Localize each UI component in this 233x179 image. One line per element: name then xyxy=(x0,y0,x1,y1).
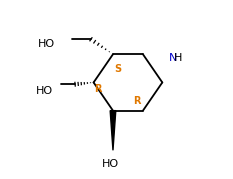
Text: HO: HO xyxy=(102,159,119,169)
Text: HO: HO xyxy=(36,86,53,96)
Text: HO: HO xyxy=(38,39,55,49)
Text: H: H xyxy=(173,53,182,63)
Polygon shape xyxy=(110,111,116,150)
Text: N: N xyxy=(169,53,178,63)
Text: R: R xyxy=(94,84,102,94)
Text: R: R xyxy=(133,96,140,106)
Text: S: S xyxy=(114,64,121,74)
